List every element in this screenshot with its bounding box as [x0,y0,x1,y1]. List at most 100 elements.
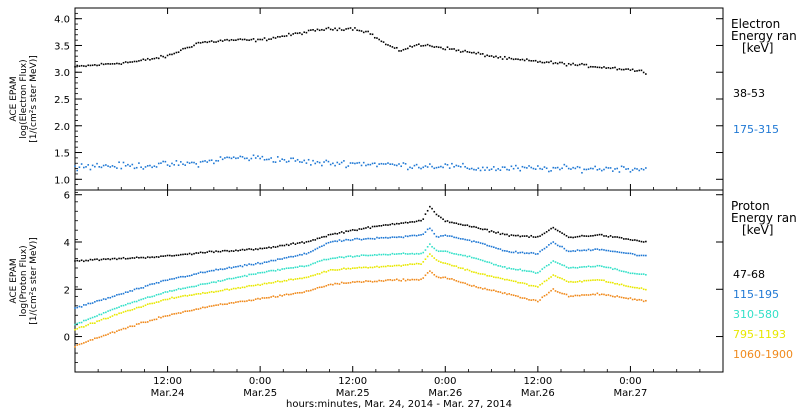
data-point [420,167,422,170]
data-point [384,43,387,46]
data-point [444,262,447,265]
x-tick-time-label: 0:00 [619,376,641,387]
data-point [248,299,250,302]
data-point [243,157,246,160]
data-point [224,39,226,41]
data-point [459,281,462,284]
data-point [413,263,416,266]
data-point [149,302,151,305]
data-point [85,324,87,327]
data-point [131,308,134,311]
data-point [76,306,79,309]
data-point [299,265,301,267]
data-point [175,312,178,315]
data-point [241,275,244,278]
data-point [387,279,389,281]
data-point [475,257,477,260]
data-point [556,291,559,293]
data-point [625,271,627,273]
data-point [607,266,610,269]
series-795-1193-points [74,253,647,331]
data-point [378,225,380,227]
data-point [501,292,504,295]
data-point [495,263,497,266]
data-point [585,63,588,66]
data-point [265,297,268,299]
data-point [268,282,270,284]
data-point [177,164,180,166]
data-point [517,295,519,298]
data-point [515,164,517,167]
data-point [98,320,101,322]
data-point [237,265,239,268]
data-point [468,51,471,54]
data-point [232,156,235,158]
data-point [292,267,295,269]
data-point [228,250,231,253]
data-point [503,250,506,252]
data-point [567,62,570,65]
data-point [287,244,290,247]
data-point [442,48,444,50]
data-point [252,273,255,276]
data-point [508,169,511,171]
data-point [362,227,365,230]
data-point [488,261,491,264]
data-point [358,266,361,269]
data-point [440,46,442,49]
data-point [274,37,277,39]
data-point [76,328,79,330]
data-point [89,258,92,261]
data-point [263,261,266,263]
data-point [102,312,105,314]
data-point [371,254,374,257]
data-point [387,237,389,239]
data-point [382,224,385,226]
data-point [462,162,464,165]
data-point [127,163,129,166]
data-point [274,259,277,262]
data-point [129,325,131,328]
data-point [303,291,306,293]
data-point [327,233,330,236]
data-point [592,234,594,237]
data-point [457,253,460,256]
data-point [587,66,590,69]
data-point [285,161,288,163]
data-point [177,254,180,257]
data-point [80,163,83,165]
data-point [279,269,281,271]
data-point [578,249,581,252]
data-point [477,241,480,244]
data-point [559,245,561,248]
data-point [215,250,217,252]
data-point [301,291,303,294]
data-point [287,256,290,258]
data-point [625,252,627,254]
data-point [581,62,583,65]
data-point [424,258,427,261]
data-point [204,160,206,162]
data-point [420,252,422,255]
data-point [111,257,114,260]
data-point [477,227,480,229]
data-point [351,29,354,31]
data-point [442,218,444,221]
data-point [204,306,206,309]
data-point [510,293,513,296]
x-tick-date-label: Mar.24 [151,388,185,399]
data-point [78,260,81,262]
data-point [338,268,341,271]
data-point [230,38,233,41]
data-point [389,278,391,281]
data-point [442,276,444,279]
data-point [517,167,519,170]
data-point [206,306,209,308]
data-point [124,327,127,330]
data-point [598,279,601,281]
data-point [629,285,632,288]
data-point [160,293,162,295]
data-point [164,255,167,257]
data-point [362,161,365,164]
data-point [160,162,162,164]
